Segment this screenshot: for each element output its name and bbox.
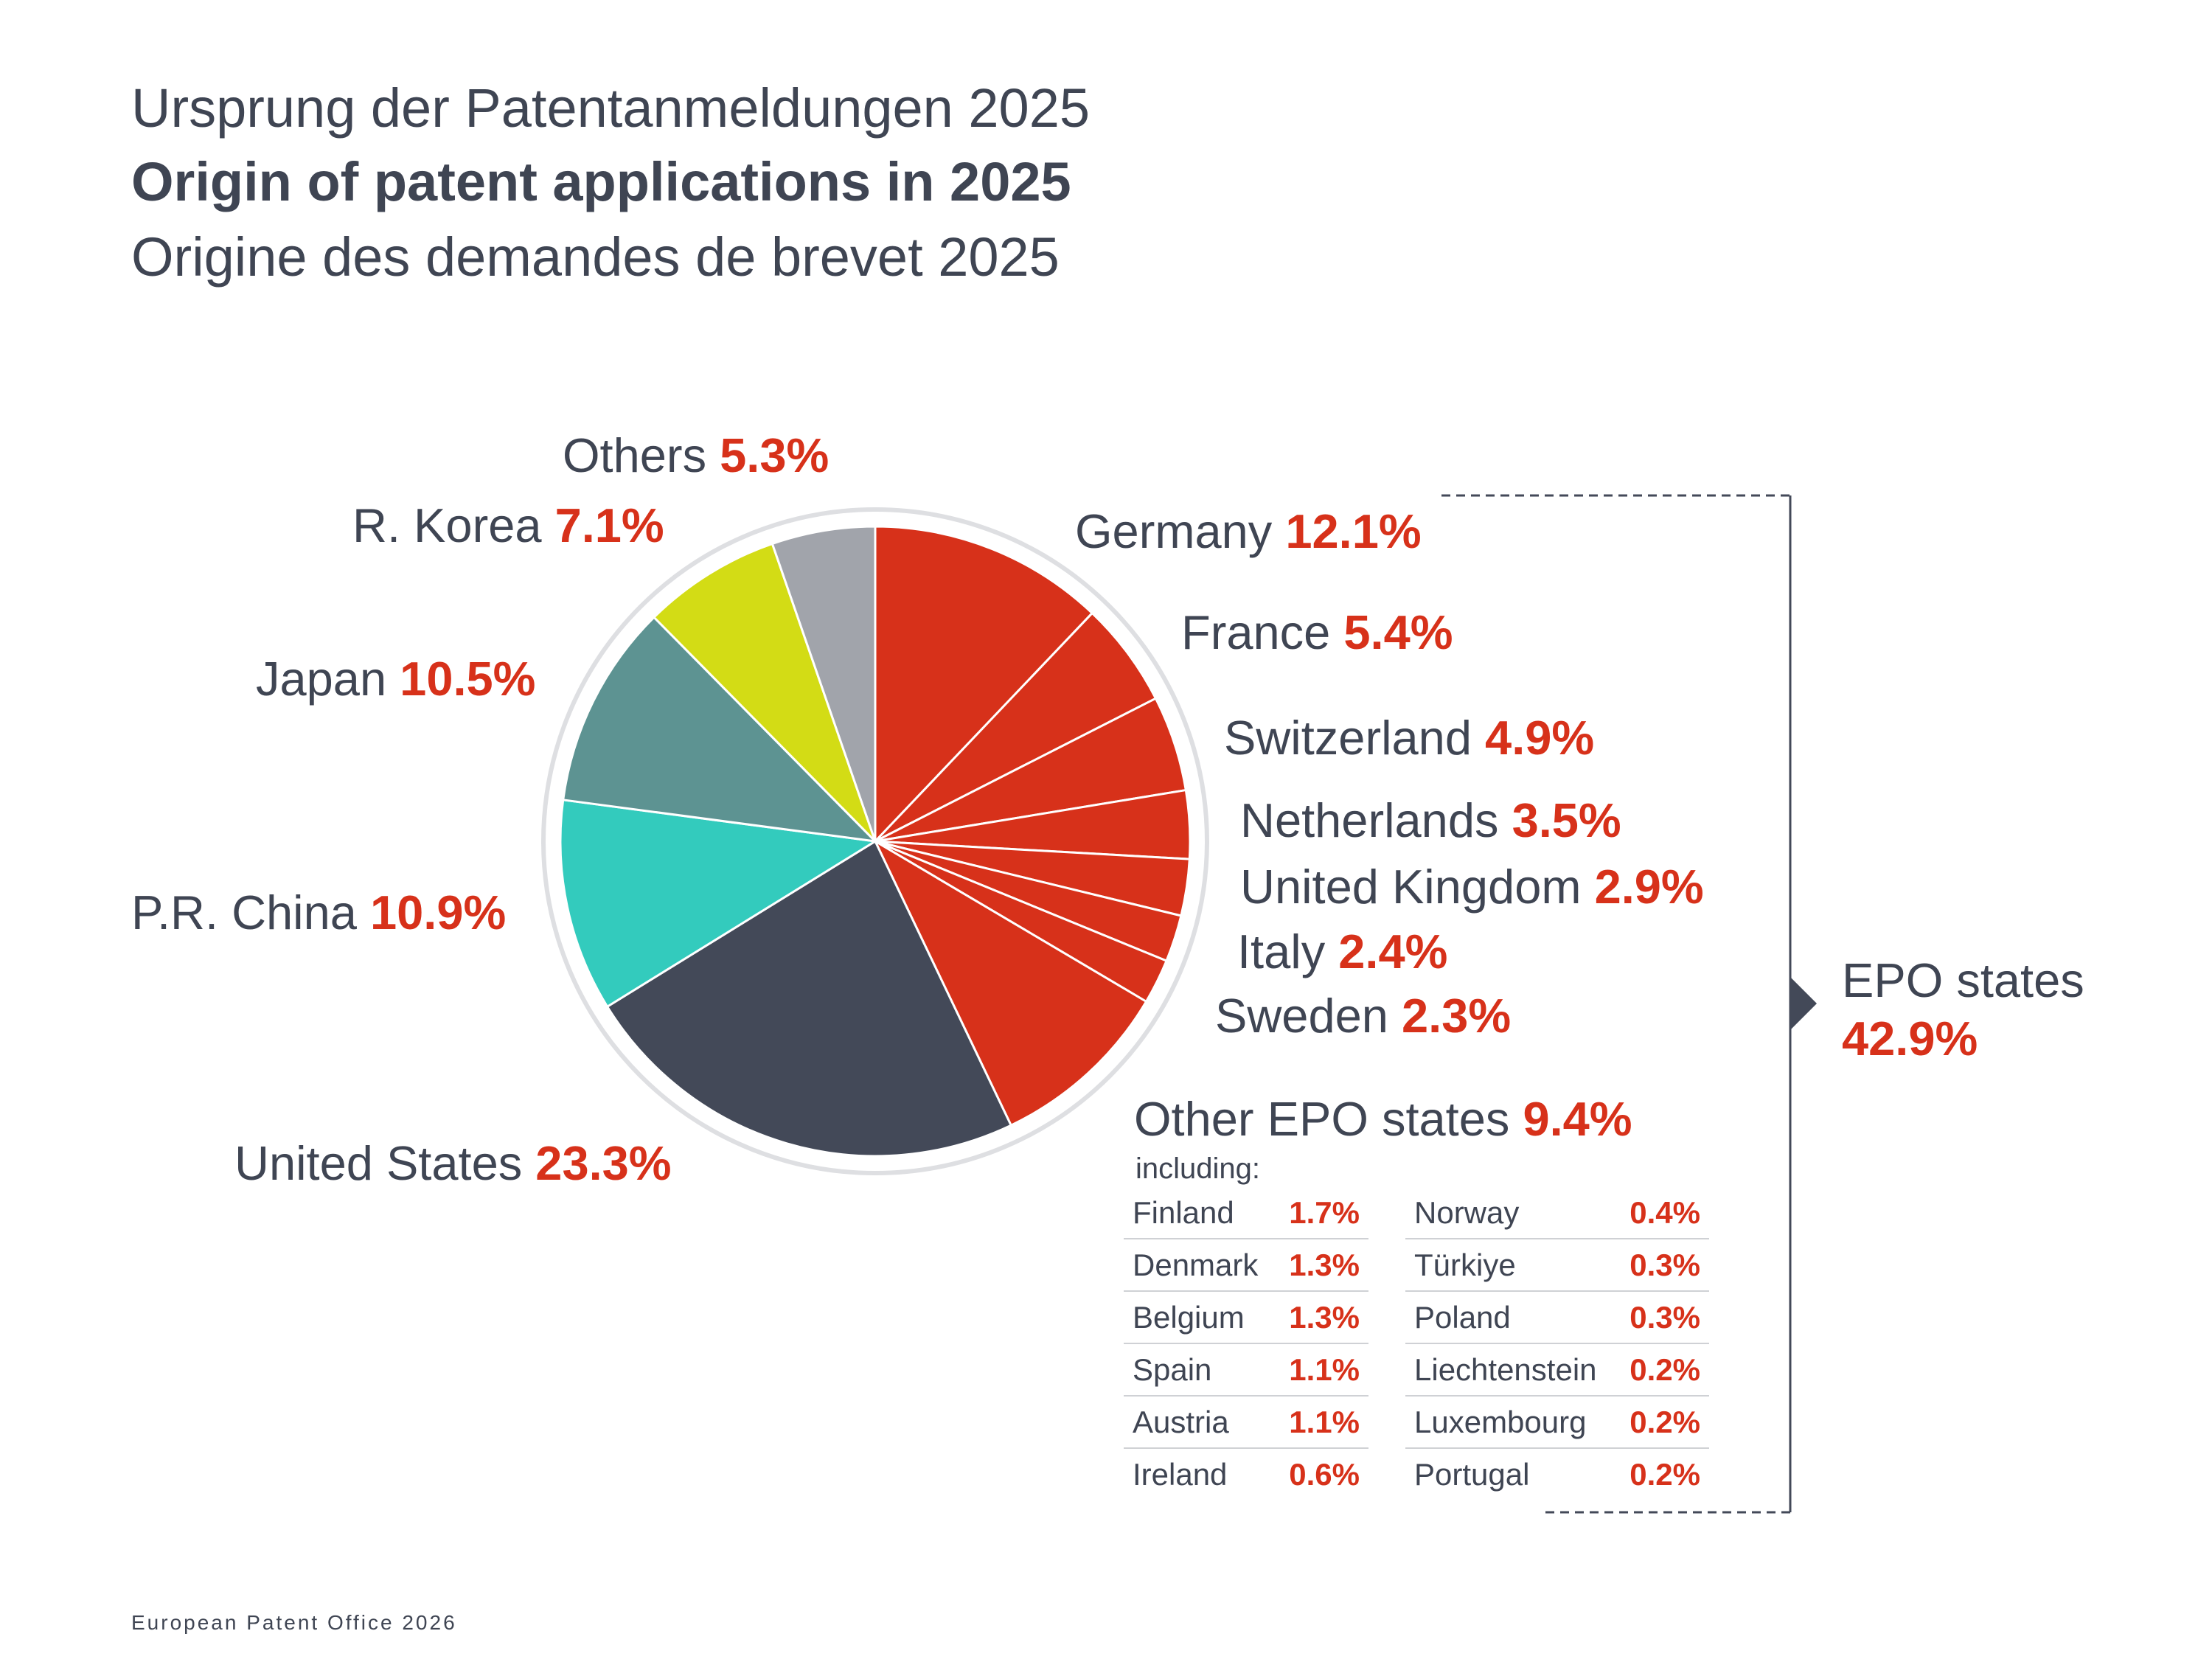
country-share: 1.7% bbox=[1289, 1195, 1360, 1230]
country-share: 0.4% bbox=[1630, 1195, 1700, 1230]
slice-label-sweden: Sweden 2.3% bbox=[1215, 989, 1512, 1043]
slice-label-france: France 5.4% bbox=[1181, 605, 1453, 659]
country-share: 0.6% bbox=[1289, 1457, 1360, 1492]
pie-slice-other-epo-states bbox=[874, 840, 1148, 1127]
epo-bracket-arrow-icon bbox=[1790, 977, 1817, 1030]
country-share: 0.2% bbox=[1630, 1457, 1700, 1492]
pie-outline-ring bbox=[541, 507, 1209, 1175]
country-name: Norway bbox=[1414, 1195, 1520, 1230]
country-name: Denmark bbox=[1133, 1248, 1259, 1282]
footer-credit: European Patent Office 2026 bbox=[131, 1611, 457, 1634]
table-row: Portugal 0.2% bbox=[1405, 1449, 1709, 1500]
slice-label-others: Others 5.3% bbox=[563, 428, 830, 482]
title-english: Origin of patent applications in 2025 bbox=[131, 151, 1071, 212]
slice-label-japan: Japan 10.5% bbox=[256, 652, 536, 706]
breakdown-table-right: Norway 0.4% Türkiye 0.3% Poland 0.3% Liecht… bbox=[1405, 1187, 1709, 1500]
slice-label-united-states: United States 23.3% bbox=[234, 1136, 672, 1190]
country-name: Türkiye bbox=[1414, 1248, 1516, 1282]
epo-states-value: 42.9% bbox=[1842, 1012, 1978, 1066]
country-share: 0.3% bbox=[1630, 1300, 1700, 1335]
country-name: Ireland bbox=[1133, 1457, 1228, 1492]
country-name: Spain bbox=[1133, 1352, 1212, 1387]
pie-slice-united-states bbox=[606, 840, 1012, 1158]
country-name: Austria bbox=[1133, 1405, 1229, 1439]
pie-slice-others bbox=[771, 525, 877, 843]
country-share: 0.3% bbox=[1630, 1248, 1700, 1282]
pie-slice-japan bbox=[562, 616, 877, 843]
country-name: Finland bbox=[1133, 1195, 1234, 1230]
epo-states-total: EPO states 42.9% bbox=[1842, 951, 2084, 1068]
pie-slice-p-r-china bbox=[559, 799, 877, 1008]
table-row: Poland 0.3% bbox=[1405, 1292, 1709, 1344]
country-name: Liechtenstein bbox=[1414, 1352, 1597, 1387]
country-share: 1.3% bbox=[1289, 1300, 1360, 1335]
table-row: Türkiye 0.3% bbox=[1405, 1239, 1709, 1292]
slice-label-china: P.R. China 10.9% bbox=[131, 886, 507, 939]
breakdown-table-left: Finland 1.7% Denmark 1.3% Belgium 1.3% Spai… bbox=[1124, 1187, 1368, 1500]
table-row: Norway 0.4% bbox=[1405, 1187, 1709, 1239]
country-share: 0.2% bbox=[1630, 1352, 1700, 1387]
country-share: 0.2% bbox=[1630, 1405, 1700, 1439]
table-row: Liechtenstein 0.2% bbox=[1405, 1344, 1709, 1397]
table-row: Belgium 1.3% bbox=[1124, 1292, 1368, 1344]
country-name: Luxembourg bbox=[1414, 1405, 1587, 1439]
pie-slice-france bbox=[874, 612, 1157, 843]
table-row: Luxembourg 0.2% bbox=[1405, 1397, 1709, 1449]
slice-label-italy: Italy 2.4% bbox=[1237, 925, 1448, 978]
table-row: Austria 1.1% bbox=[1124, 1397, 1368, 1449]
country-name: Poland bbox=[1414, 1300, 1511, 1335]
table-row: Denmark 1.3% bbox=[1124, 1239, 1368, 1292]
pie-slice-r-korea bbox=[653, 542, 877, 843]
slice-label-korea: R. Korea 7.1% bbox=[352, 498, 664, 552]
breakdown-intro: including: bbox=[1135, 1152, 1261, 1185]
slice-label-switzerland: Switzerland 4.9% bbox=[1224, 711, 1595, 765]
country-share: 1.3% bbox=[1289, 1248, 1360, 1282]
table-row: Spain 1.1% bbox=[1124, 1344, 1368, 1397]
title-german: Ursprung der Patentanmeldungen 2025 bbox=[131, 77, 1091, 139]
slice-label-other-epo-states: Other EPO states 9.4% bbox=[1134, 1092, 1632, 1146]
country-name: Belgium bbox=[1133, 1300, 1245, 1335]
table-row: Finland 1.7% bbox=[1124, 1187, 1368, 1239]
country-share: 1.1% bbox=[1289, 1352, 1360, 1387]
table-row: Ireland 0.6% bbox=[1124, 1449, 1368, 1500]
country-name: Portugal bbox=[1414, 1457, 1530, 1492]
country-share: 1.1% bbox=[1289, 1405, 1360, 1439]
slice-label-germany: Germany 12.1% bbox=[1075, 504, 1422, 558]
slice-label-netherlands: Netherlands 3.5% bbox=[1240, 793, 1621, 847]
slice-label-united-kingdom: United Kingdom 2.9% bbox=[1240, 860, 1704, 914]
title-french: Origine des demandes de brevet 2025 bbox=[131, 226, 1060, 288]
pie-slice-germany bbox=[874, 525, 1093, 843]
epo-states-label: EPO states bbox=[1842, 953, 2084, 1007]
